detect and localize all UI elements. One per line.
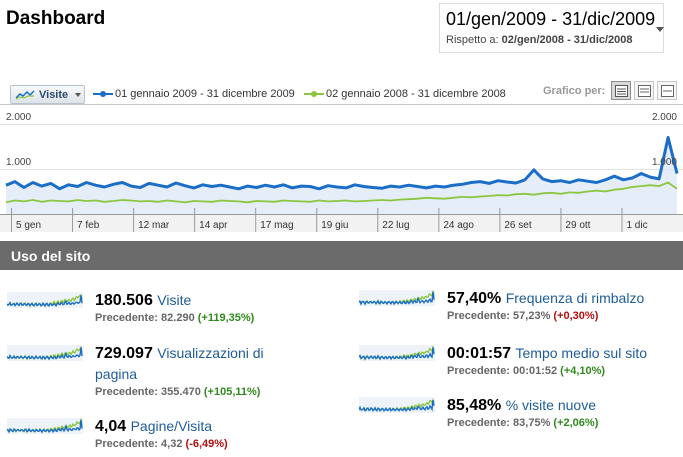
legend-marker-blue xyxy=(93,91,113,97)
sparkline[interactable] xyxy=(359,290,435,306)
metric-link[interactable]: Visite xyxy=(157,292,192,308)
metric-change: (+4,10%) xyxy=(560,365,606,377)
compare-range-value: 02/gen/2008 - 31/dic/2008 xyxy=(501,34,633,46)
sparkline-series xyxy=(7,295,83,308)
metric-value: 4,04 xyxy=(95,418,127,435)
y-tick-label-right: 1.000 xyxy=(652,157,677,168)
y-tick-label-right: 2.000 xyxy=(652,112,677,123)
metric-previous: Precedente: 4,32 (-6,49%) xyxy=(95,438,228,450)
date-range-value[interactable]: 01/gen/2009 - 31/dic/2009 xyxy=(446,9,656,29)
sparkline[interactable] xyxy=(359,397,435,413)
metric-change: (-6,49%) xyxy=(185,438,228,450)
sparkline[interactable] xyxy=(7,418,83,434)
metric-previous: Precedente: 00:01:52 (+4,10%) xyxy=(447,365,606,377)
metric-link[interactable]: Pagine/Visita xyxy=(130,418,213,434)
legend-marker-green xyxy=(304,91,324,97)
monthly-view-icon xyxy=(661,85,674,97)
line-chart-icon xyxy=(15,90,35,100)
metric-link[interactable]: Frequenza di rimbalzo xyxy=(505,290,645,306)
section-title: Uso del sito xyxy=(11,248,91,264)
metric-value: 729.097 xyxy=(95,345,153,362)
metric-previous: Precedente: 355.470 (+105,11%) xyxy=(95,386,261,398)
sparkline-series xyxy=(359,347,435,361)
weekly-view-icon xyxy=(638,85,651,97)
metric-previous: Precedente: 82.290 (+119,35%) xyxy=(95,312,255,324)
series-line-current xyxy=(5,136,679,191)
metric-previous: Precedente: 83,75% (+2,06%) xyxy=(447,417,599,429)
x-tick-label: 22 lug xyxy=(382,220,409,231)
visits-line-chart[interactable]: 2.000 2.000 1.000 1.000 5 gen 7 feb 12 mar 14 … xyxy=(0,104,683,232)
series-line-previous xyxy=(5,181,678,204)
daily-view-button[interactable] xyxy=(611,81,631,100)
legend-label: 01 gennaio 2009 - 31 dicembre 2009 xyxy=(115,88,295,100)
chevron-down-icon xyxy=(75,93,81,97)
y-tick-label-left: 1.000 xyxy=(6,157,31,168)
sparkline-series xyxy=(7,419,83,434)
monthly-view-button[interactable] xyxy=(657,81,677,100)
sparkline[interactable] xyxy=(7,292,83,308)
y-tick-label-left: 2.000 xyxy=(6,112,31,123)
metric-value: 57,40% xyxy=(447,290,502,307)
x-tick-label: 12 mar xyxy=(138,220,170,231)
compare-range: Rispetto a: 02/gen/2008 - 31/dic/2008 xyxy=(446,34,633,46)
section-header: Uso del sito xyxy=(0,241,683,270)
metric-value: 85,48% xyxy=(447,397,502,414)
sparkline-series xyxy=(359,291,435,306)
metric-change: (+105,11%) xyxy=(203,386,261,398)
metric-selector-label: Visite xyxy=(39,89,69,101)
metric-selector-dropdown[interactable]: Visite xyxy=(10,85,85,104)
x-tick-label: 29 ott xyxy=(565,220,590,231)
sparkline[interactable] xyxy=(359,345,435,361)
metric-link[interactable]: % visite nuove xyxy=(505,397,596,413)
sparkline[interactable] xyxy=(7,345,83,361)
x-tick-label: 19 giu xyxy=(321,220,348,231)
metric-change: (+0,30%) xyxy=(553,310,599,322)
sparkline-series xyxy=(7,347,83,361)
metric-change: (+2,06%) xyxy=(553,417,599,429)
x-tick-label: 5 gen xyxy=(16,220,41,231)
x-tick-label: 17 mag xyxy=(260,220,293,231)
weekly-view-button[interactable] xyxy=(634,81,654,100)
daily-view-icon xyxy=(615,85,628,97)
metric-link[interactable]: Tempo medio sul sito xyxy=(515,345,648,361)
metric-change: (+119,35%) xyxy=(197,312,255,324)
x-tick-label: 24 ago xyxy=(443,220,474,231)
metric-value: 00:01:57 xyxy=(447,345,512,362)
date-range-picker[interactable]: 01/gen/2009 - 31/dic/2009 Rispetto a: 02… xyxy=(439,3,664,53)
page-title: Dashboard xyxy=(6,8,106,29)
x-tick-label: 1 dic xyxy=(626,220,647,231)
legend-label: 02 gennaio 2008 - 31 dicembre 2008 xyxy=(326,88,506,100)
metric-previous: Precedente: 57,23% (+0,30%) xyxy=(447,310,599,322)
x-tick-label: 26 set xyxy=(504,220,531,231)
metric-value: 180.506 xyxy=(95,292,153,309)
sparkline-series xyxy=(359,399,435,413)
grafico-per-label: Grafico per: xyxy=(543,85,606,97)
compare-label: Rispetto a: xyxy=(446,34,499,46)
x-tick-label: 14 apr xyxy=(199,220,228,231)
x-tick-label: 7 feb xyxy=(77,220,100,231)
metric-link[interactable]: Visualizzazioni di pagina xyxy=(95,345,264,382)
chevron-down-icon[interactable] xyxy=(656,27,664,32)
